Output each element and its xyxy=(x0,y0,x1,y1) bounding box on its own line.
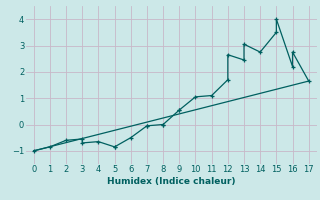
X-axis label: Humidex (Indice chaleur): Humidex (Indice chaleur) xyxy=(107,177,236,186)
